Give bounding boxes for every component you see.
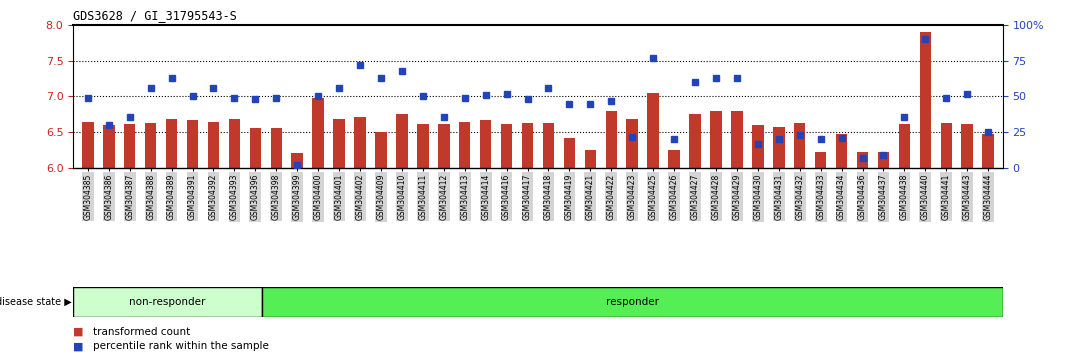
Bar xyxy=(270,128,282,168)
Text: ■: ■ xyxy=(73,327,84,337)
Bar xyxy=(250,128,261,168)
Bar xyxy=(354,116,366,168)
Bar xyxy=(187,120,198,168)
Text: percentile rank within the sample: percentile rank within the sample xyxy=(93,341,268,351)
Bar xyxy=(690,114,700,168)
Bar xyxy=(82,121,94,168)
Bar xyxy=(732,111,742,168)
Bar xyxy=(417,124,428,168)
Bar xyxy=(103,125,114,168)
Text: ■: ■ xyxy=(73,341,84,351)
Bar xyxy=(228,119,240,168)
Text: non-responder: non-responder xyxy=(129,297,206,307)
Bar xyxy=(752,125,764,168)
Bar xyxy=(794,123,806,168)
Bar xyxy=(856,152,868,168)
Bar xyxy=(815,152,826,168)
Bar xyxy=(773,127,784,168)
Bar xyxy=(626,119,638,168)
Bar xyxy=(584,150,596,168)
Bar xyxy=(459,121,470,168)
Bar xyxy=(312,98,324,168)
Bar xyxy=(208,121,220,168)
Bar xyxy=(522,123,534,168)
Bar xyxy=(73,287,261,317)
Bar xyxy=(982,134,994,168)
Bar xyxy=(396,114,408,168)
Bar xyxy=(836,134,848,168)
Text: disease state ▶: disease state ▶ xyxy=(0,297,72,307)
Bar xyxy=(334,119,344,168)
Bar xyxy=(668,149,680,168)
Bar xyxy=(500,124,512,168)
Bar xyxy=(962,124,973,168)
Bar xyxy=(710,111,722,168)
Bar xyxy=(606,111,617,168)
Bar xyxy=(124,124,136,168)
Bar xyxy=(376,132,386,168)
Bar xyxy=(898,124,910,168)
Text: GDS3628 / GI_31795543-S: GDS3628 / GI_31795543-S xyxy=(73,9,237,22)
Bar xyxy=(542,123,554,168)
Bar xyxy=(878,152,889,168)
Text: transformed count: transformed count xyxy=(93,327,189,337)
Bar xyxy=(261,287,1003,317)
Bar xyxy=(292,153,303,168)
Bar xyxy=(920,32,931,168)
Bar xyxy=(438,124,450,168)
Bar xyxy=(145,123,156,168)
Bar xyxy=(564,138,576,168)
Text: responder: responder xyxy=(606,297,659,307)
Bar xyxy=(648,93,659,168)
Bar xyxy=(480,120,492,168)
Bar xyxy=(166,119,178,168)
Bar xyxy=(940,123,952,168)
